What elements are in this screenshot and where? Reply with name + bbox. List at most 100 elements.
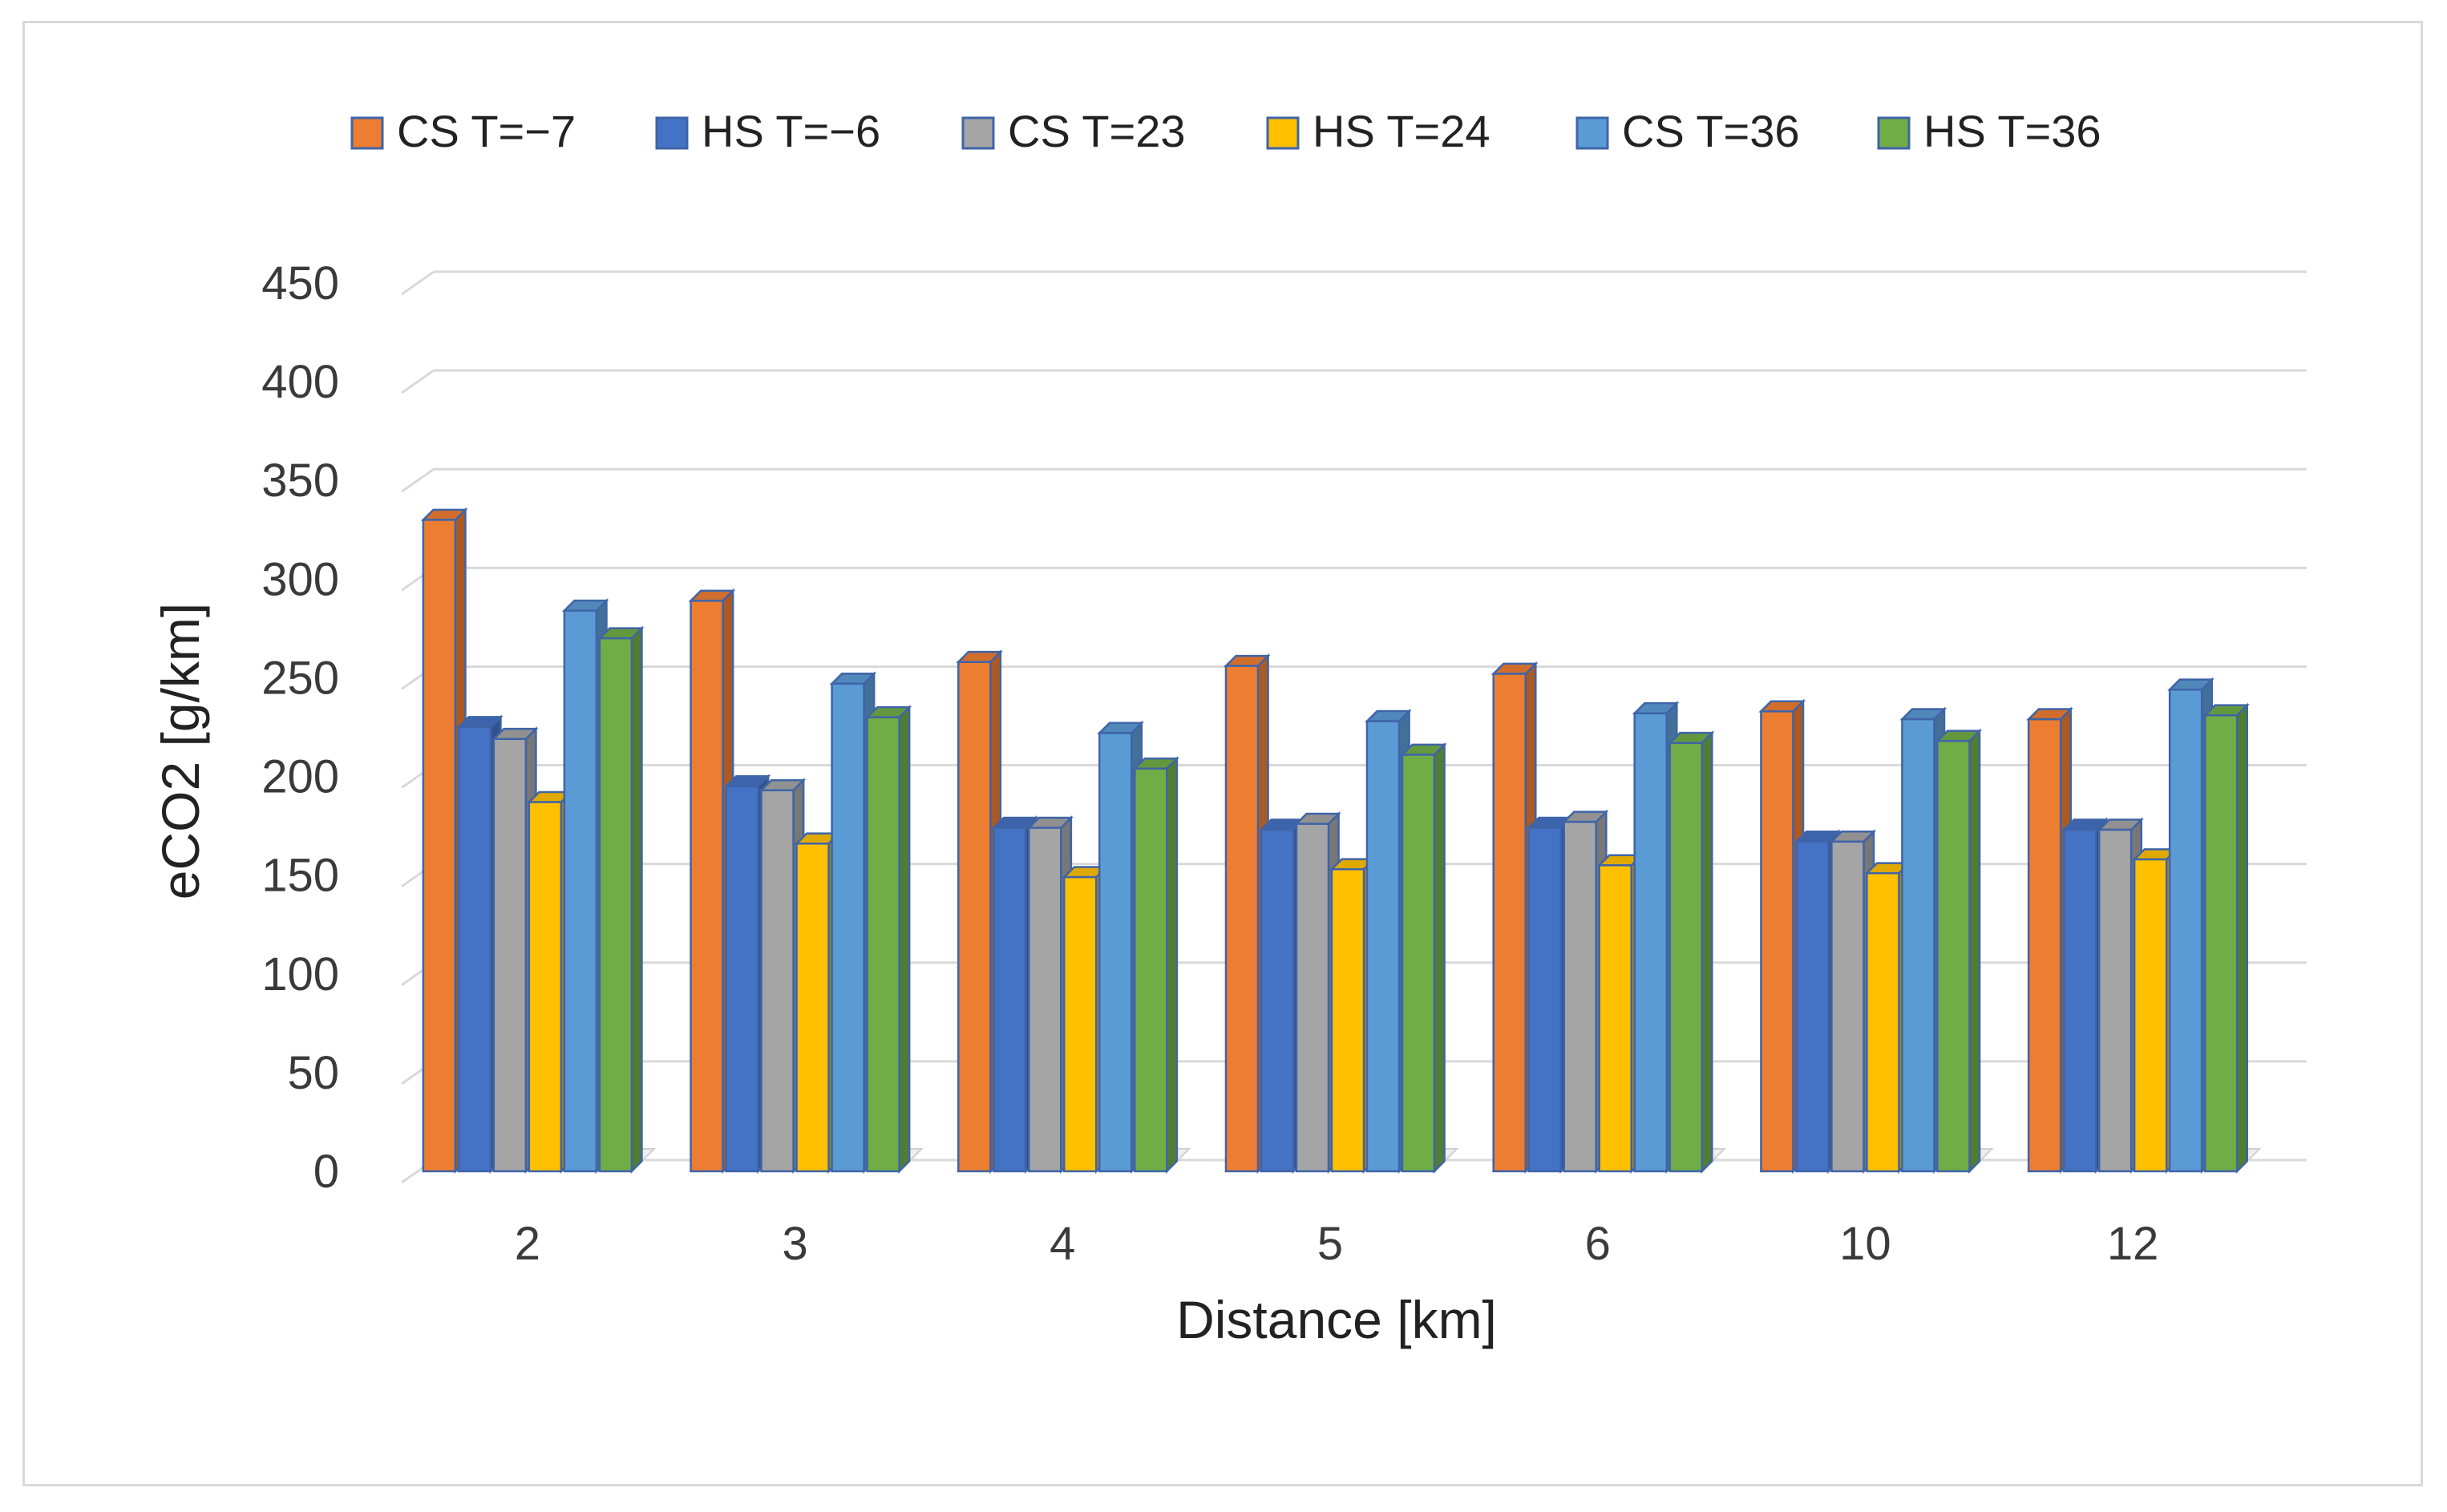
- bar-front-face: [690, 600, 724, 1173]
- y-tick-label: 50: [287, 1047, 339, 1099]
- bar-front-face: [1492, 673, 1527, 1173]
- legend-label: HS T=−6: [702, 106, 880, 156]
- bar-front-face: [528, 801, 563, 1173]
- bar-front-face: [2027, 718, 2062, 1173]
- bar-front-face: [866, 716, 900, 1173]
- bars: [420, 507, 2250, 1174]
- y-axis-title: eCO2 [g/km]: [151, 603, 210, 900]
- bar: [2202, 702, 2250, 1174]
- bar-front-face: [1063, 875, 1098, 1173]
- bar: [597, 625, 645, 1174]
- x-tick-label: 10: [1839, 1218, 1891, 1270]
- legend-swatch: [655, 116, 689, 150]
- bar-front-face: [1134, 767, 1168, 1173]
- x-tick-label: 3: [782, 1218, 807, 1270]
- bar-front-face: [1563, 820, 1597, 1173]
- bar-front-face: [760, 789, 795, 1173]
- bar-front-face: [1365, 720, 1401, 1173]
- y-tick-label: 300: [261, 553, 339, 605]
- bar-front-face: [1598, 864, 1632, 1173]
- bar-front-face: [1330, 868, 1365, 1173]
- x-axis-ticks: 2 3 4 5 6 10 12: [515, 1218, 2159, 1270]
- bar-front-face: [1295, 823, 1330, 1173]
- bar-front-face: [2168, 688, 2203, 1173]
- bar-front-face: [2097, 828, 2133, 1173]
- bar-side-face: [2235, 702, 2248, 1174]
- legend-item: HS T=−6: [655, 106, 880, 156]
- x-axis-title: Distance [km]: [1176, 1290, 1497, 1349]
- x-tick-label: 4: [1050, 1218, 1075, 1270]
- legend-label: CS T=23: [1008, 106, 1186, 156]
- bar-front-face: [1668, 742, 1703, 1173]
- y-tick-label: 450: [261, 257, 339, 309]
- y-tick-label: 150: [261, 850, 339, 902]
- legend-item: HS T=36: [1877, 106, 2101, 156]
- bar: [1935, 728, 1983, 1174]
- bar-front-face: [1527, 827, 1562, 1173]
- bar-front-face: [1224, 665, 1260, 1173]
- bar-chart: CS T=−7 HS T=−6 CS T=23 HS T=24 CS T=36 HS T=…: [151, 106, 2307, 1349]
- gridline-diagonal: [401, 369, 435, 394]
- bar: [864, 705, 912, 1174]
- bar-front-face: [1936, 739, 1971, 1173]
- y-tick-label: 200: [261, 751, 339, 803]
- bar-front-face: [831, 682, 865, 1173]
- bar-side-face: [1968, 728, 1981, 1174]
- bar-front-face: [1260, 828, 1295, 1173]
- y-tick-label: 100: [261, 948, 339, 1001]
- bar-side-face: [1433, 742, 1446, 1174]
- legend-label: CS T=−7: [397, 106, 576, 156]
- bar-front-face: [1098, 732, 1133, 1173]
- bar: [1667, 730, 1715, 1174]
- x-tick-label: 12: [2107, 1218, 2159, 1270]
- bar-front-face: [1795, 840, 1830, 1173]
- legend-item: HS T=24: [1266, 106, 1490, 156]
- legend-item: CS T=23: [961, 106, 1186, 156]
- legend-item: CS T=36: [1575, 106, 1800, 156]
- bar-front-face: [725, 785, 759, 1173]
- y-tick-label: 350: [261, 455, 339, 507]
- bar-front-face: [1401, 754, 1436, 1173]
- bar-front-face: [2062, 828, 2097, 1173]
- bar-front-face: [1760, 710, 1794, 1173]
- bar: [1293, 811, 1341, 1174]
- bar-front-face: [1028, 827, 1062, 1173]
- bar: [1364, 708, 1412, 1174]
- legend-swatch: [1266, 116, 1300, 150]
- bar-front-face: [457, 726, 492, 1173]
- bar-front-face: [492, 738, 528, 1173]
- y-tick-label: 400: [261, 356, 339, 408]
- gridline-diagonal: [401, 467, 435, 493]
- bar: [1490, 661, 1539, 1174]
- bar-side-face: [630, 625, 643, 1174]
- bar-front-face: [1633, 712, 1668, 1173]
- bar: [1132, 756, 1179, 1174]
- legend-swatch: [961, 116, 995, 150]
- legend-item: CS T=−7: [350, 106, 576, 156]
- bar-front-face: [993, 827, 1027, 1173]
- chart-frame: CS T=−7 HS T=−6 CS T=23 HS T=24 CS T=36 HS T=…: [22, 21, 2423, 1486]
- bar-side-face: [1166, 756, 1179, 1174]
- bar-front-face: [1901, 718, 1935, 1173]
- x-tick-label: 6: [1585, 1218, 1611, 1270]
- bar-front-face: [2203, 714, 2239, 1173]
- x-tick-label: 2: [515, 1218, 540, 1270]
- bar-front-face: [598, 637, 633, 1173]
- bar-side-face: [898, 705, 911, 1174]
- bar-front-face: [1830, 840, 1865, 1173]
- y-tick-label: 250: [261, 652, 339, 704]
- bar: [1399, 742, 1447, 1174]
- bar-front-face: [563, 609, 598, 1173]
- bar-front-face: [795, 843, 830, 1173]
- x-tick-label: 5: [1317, 1218, 1343, 1270]
- legend-label: HS T=36: [1923, 106, 2101, 156]
- y-axis-ticks: 0 50 100 150 200 250 300 350 400 450: [261, 257, 339, 1198]
- bar-front-face: [1866, 871, 1900, 1173]
- bar-side-face: [1701, 730, 1713, 1174]
- gridline-diagonal: [401, 270, 435, 296]
- y-tick-label: 0: [313, 1146, 339, 1198]
- legend-label: HS T=24: [1312, 106, 1490, 156]
- bar-front-face: [2133, 858, 2168, 1173]
- legend-swatch: [1575, 116, 1609, 150]
- legend: CS T=−7 HS T=−6 CS T=23 HS T=24 CS T=36 HS T=…: [350, 106, 2101, 156]
